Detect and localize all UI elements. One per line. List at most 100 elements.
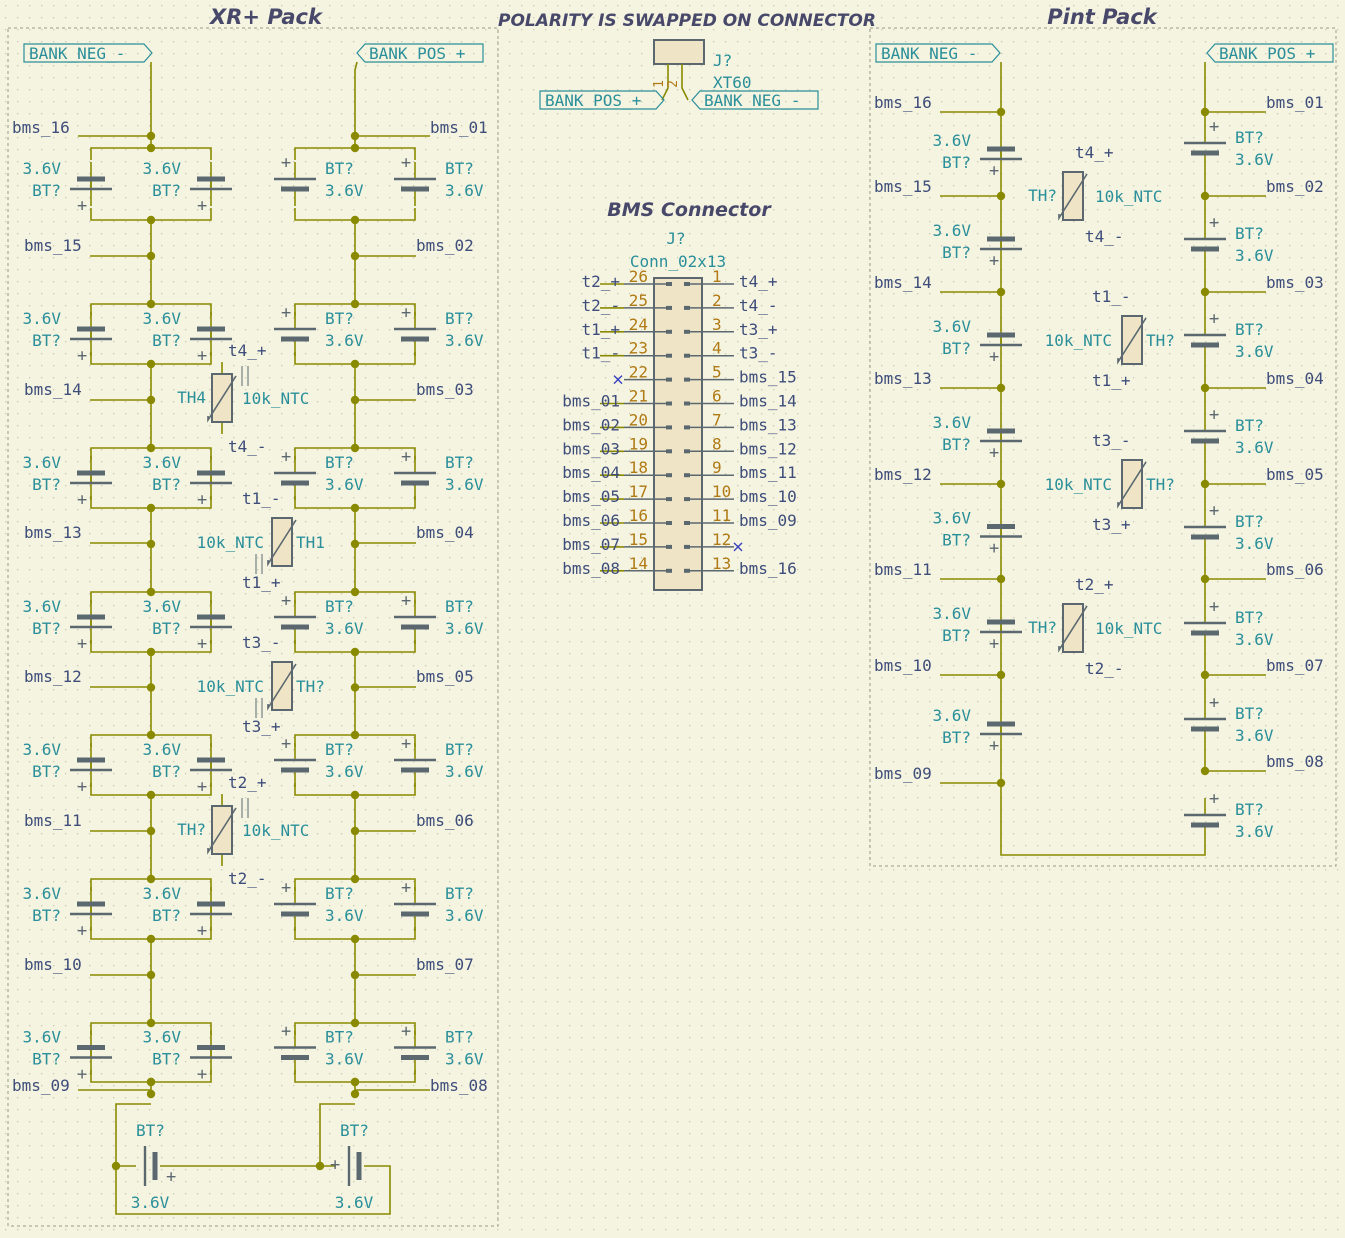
pint-cell-plus: +	[1209, 309, 1219, 329]
pint-thermistor-net: t2_+	[1075, 575, 1114, 594]
pint-net-right: bms_08	[1266, 752, 1324, 771]
pint-thermistor-net: t1_+	[1092, 371, 1131, 390]
schematic-drawing[interactable]: BANK_NEG_- BANK_POS_+ +3.6V BT? +3.6V BT? + BT?…	[12, 39, 1334, 1215]
bms-pin-stub	[666, 473, 672, 478]
pint-thermistor-ref: TH?	[1028, 618, 1057, 637]
xr-cell-value: 3.6V	[142, 453, 181, 472]
xr-cell-ref: BT?	[325, 597, 354, 616]
junction-dot	[146, 1077, 156, 1087]
bms-pin-number-left: 17	[629, 482, 648, 501]
pint-cell-plus: +	[989, 539, 999, 559]
pint-thermistor-ref: TH?	[1028, 186, 1057, 205]
xr-net-right: bms_06	[416, 811, 474, 830]
xr-cell-value: 3.6V	[22, 159, 61, 178]
pint-cell-ref: BT?	[1235, 416, 1264, 435]
bms-connector-value: Conn_02x13	[630, 252, 726, 271]
bms-net-right: bms_15	[739, 368, 797, 387]
junction-dot	[350, 874, 360, 884]
pint-cell-ref: BT?	[1235, 704, 1264, 723]
bms-net-right: bms_09	[739, 511, 797, 530]
bms-pin-number-right: 9	[712, 458, 722, 477]
xr-cell-plus: +	[197, 777, 207, 797]
bms-net-left: bms_03	[562, 439, 620, 458]
xr-cell-ref: BT?	[445, 1028, 474, 1047]
junction-dot	[146, 874, 156, 884]
pint-net-left: bms_15	[874, 177, 932, 196]
bms-pin-number-left: 19	[629, 434, 648, 453]
bms-pin-stub	[666, 353, 672, 358]
bms-net-left: bms_06	[562, 511, 620, 530]
xr-cell-value: 3.6V	[445, 181, 484, 200]
xr-net-left: bms_11	[24, 811, 82, 830]
xr-cell-plus: +	[401, 153, 411, 173]
bms-pin-stub	[684, 282, 690, 286]
junction-dot	[146, 1018, 156, 1028]
bms-connector-ref: J?	[666, 229, 685, 248]
pint-thermistor-value: 10k_NTC	[1095, 187, 1162, 206]
bms-net-left: t1_+	[581, 320, 620, 339]
xr-cell-ref: BT?	[152, 619, 181, 638]
bms-pin-stub	[666, 305, 672, 310]
junction-dot	[350, 1089, 360, 1099]
pint-cell-plus: +	[989, 736, 999, 756]
bms-net-right: bms_14	[739, 392, 797, 411]
xr-cell-plus: +	[77, 777, 87, 797]
xr-cell-plus: +	[401, 591, 411, 611]
xr-bank-pos-label-box	[356, 43, 484, 63]
pint-thermistor-ref: TH?	[1146, 475, 1175, 494]
xr-thermistor-slash	[267, 519, 297, 567]
bms-pin-stub	[684, 473, 690, 478]
xr-cell-value: 3.6V	[325, 181, 364, 200]
xr-cell-ref: BT?	[152, 331, 181, 350]
bms-net-right: bms_12	[739, 439, 797, 458]
bms-pin-number-right: 13	[712, 554, 731, 573]
xr-cell-value: 3.6V	[22, 597, 61, 616]
bms-net-right: bms_13	[739, 415, 797, 434]
bms-pin-stub	[684, 521, 690, 525]
pint-bank-pos-label: BANK_POS_+	[1219, 44, 1315, 63]
xr-bank-pos-label: BANK_POS_+	[369, 44, 465, 63]
xr-cell-plus: +	[281, 734, 291, 754]
no-connect-mark	[613, 375, 623, 385]
pint-thermistor-net: t4_+	[1075, 143, 1114, 162]
xr-cell-plus: +	[401, 734, 411, 754]
wire	[661, 64, 669, 101]
pint-cell-ref: BT?	[942, 728, 971, 747]
xr-cell-plus: +	[166, 1167, 176, 1187]
bms-net-right: t4_-	[739, 296, 778, 315]
xt60-connector-body[interactable]	[653, 39, 705, 65]
bms-pin-stub	[684, 377, 690, 382]
bms-net-left: bms_08	[562, 559, 620, 578]
xr-cell-plus: +	[197, 1065, 207, 1085]
xr-pack-border	[7, 27, 499, 1227]
xr-cell-value: 3.6V	[142, 1028, 181, 1047]
xr-cell-value: 3.6V	[325, 619, 364, 638]
bms-net-right: t3_+	[739, 320, 778, 339]
xr-thermistor-value: 10k_NTC	[242, 821, 309, 840]
pint-thermistor-net: t3_-	[1092, 431, 1131, 450]
junction-dot	[350, 299, 360, 309]
bms-connector-body[interactable]	[653, 277, 703, 591]
pint-thermistor-net: t2_-	[1085, 659, 1124, 678]
xr-thermistor-value: 10k_NTC	[197, 677, 264, 696]
xr-cell-plus: +	[197, 634, 207, 654]
xr-cell-plus: +	[281, 591, 291, 611]
xr-cell-plus: +	[197, 490, 207, 510]
bms-pin-stub	[684, 305, 690, 310]
xt60-ref: J?	[713, 51, 732, 70]
bms-net-right: t4_+	[739, 272, 778, 291]
xr-cell-value: 3.6V	[445, 1050, 484, 1069]
xr-thermistor-ref: TH?	[296, 677, 325, 696]
xr-net-left: bms_13	[24, 523, 82, 542]
xr-cell-ref: BT?	[325, 159, 354, 178]
wire	[681, 64, 689, 101]
xt60-neg-label: BANK_NEG_-	[704, 91, 800, 110]
xr-cell-plus: +	[401, 303, 411, 323]
xr-thermistor-ref: TH4	[177, 388, 206, 407]
bms-pin-number-left: 15	[629, 530, 648, 549]
pint-thermistor-value: 10k_NTC	[1045, 475, 1112, 494]
xr-cell-plus: +	[77, 196, 87, 216]
bms-pin-stub	[666, 282, 672, 286]
